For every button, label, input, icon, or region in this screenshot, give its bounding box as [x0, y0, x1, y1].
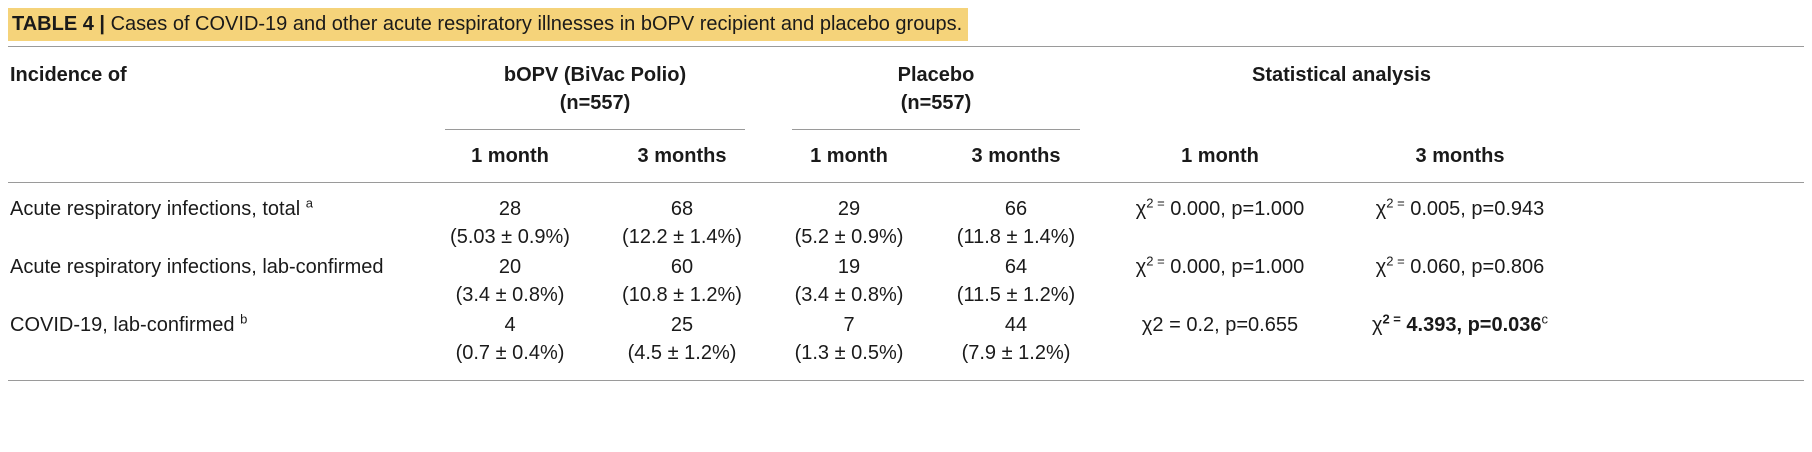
subheader-bopv-3months: 3 months [637, 145, 727, 167]
bottom-rule [8, 380, 1804, 381]
cell-ari-lab-bopv-1m-pct: (3.4 ± 0.8%) [455, 284, 565, 306]
stat-value-significant: 4.393, p=0.036 [1400, 314, 1542, 336]
subheader-bopv-1month: 1 month [471, 145, 549, 167]
table-label: TABLE 4 | [12, 13, 106, 35]
chi-symbol: χ [1135, 256, 1147, 278]
cell-ari-total-placebo-3m-count: 66 [1004, 198, 1028, 220]
top-rule [8, 46, 1804, 47]
cell-ari-total-stat-1m: χ2 = 0.000, p=1.000 [1120, 195, 1320, 223]
header-placebo-n: (n=557) [900, 92, 972, 114]
cell-ari-total-placebo-3m-pct: (11.8 ± 1.4%) [956, 226, 1076, 248]
stat-value: 0.000, p=1.000 [1164, 256, 1305, 278]
header-rule [8, 182, 1804, 183]
row-label-covid-lab-confirmed: COVID-19, lab-confirmed b [10, 311, 247, 339]
cell-ari-lab-placebo-1m-count: 19 [837, 256, 861, 278]
cell-covid-bopv-1m-count: 4 [504, 314, 516, 336]
caption-text: Cases of COVID-19 and other acute respir… [110, 13, 963, 35]
row-label-text: COVID-19, lab-confirmed [10, 314, 241, 336]
cell-covid-bopv-3m-pct: (4.5 ± 1.2%) [627, 342, 737, 364]
header-incidence: Incidence of [10, 64, 127, 86]
cell-covid-placebo-3m-pct: (7.9 ± 1.2%) [961, 342, 1071, 364]
chi-sup: 2 = [1382, 311, 1401, 327]
bopv-group-rule [445, 129, 745, 130]
cell-ari-total-bopv-3m-count: 68 [670, 198, 694, 220]
cell-ari-lab-placebo-1m-pct: (3.4 ± 0.8%) [794, 284, 904, 306]
cell-ari-lab-placebo-3m-count: 64 [1004, 256, 1028, 278]
subheader-placebo-1month: 1 month [810, 145, 888, 167]
cell-covid-stat-1m: χ2 = 0.2, p=0.655 [1141, 314, 1299, 336]
cell-covid-placebo-1m-pct: (1.3 ± 0.5%) [794, 342, 904, 364]
footnote-marker-c: c [1541, 311, 1549, 327]
chi-sup: 2 = [1146, 253, 1165, 269]
chi-sup: 2 = [1386, 253, 1405, 269]
cell-ari-total-bopv-1m-count: 28 [498, 198, 522, 220]
subheader-stats-1month: 1 month [1181, 145, 1259, 167]
footnote-marker-b: b [240, 311, 248, 327]
cell-ari-total-stat-3m: χ2 = 0.005, p=0.943 [1360, 195, 1560, 223]
header-bopv-n: (n=557) [559, 92, 631, 114]
cell-ari-lab-bopv-3m-pct: (10.8 ± 1.2%) [622, 284, 742, 306]
chi-symbol: χ [1135, 198, 1147, 220]
chi-sup: 2 = [1386, 195, 1405, 211]
subheader-placebo-3months: 3 months [971, 145, 1061, 167]
header-bopv-title: bOPV (BiVac Polio) [503, 64, 687, 86]
cell-covid-stat-3m: χ2 = 4.393, p=0.036c [1352, 311, 1568, 339]
row-label-ari-total: Acute respiratory infections, total a [10, 195, 313, 223]
cell-covid-placebo-3m-count: 44 [1004, 314, 1028, 336]
cell-ari-lab-stat-3m: χ2 = 0.060, p=0.806 [1360, 253, 1560, 281]
chi-symbol: χ [1375, 256, 1387, 278]
header-statistical-analysis: Statistical analysis [1252, 64, 1431, 86]
row-label-text: Acute respiratory infections, total [10, 198, 306, 220]
stat-value: 0.000, p=1.000 [1164, 198, 1305, 220]
cell-covid-bopv-3m-count: 25 [670, 314, 694, 336]
stat-value: 0.005, p=0.943 [1404, 198, 1545, 220]
cell-ari-lab-bopv-3m-count: 60 [670, 256, 694, 278]
row-label-ari-lab-confirmed: Acute respiratory infections, lab-confir… [10, 256, 384, 278]
table-caption: TABLE 4 | Cases of COVID-19 and other ac… [8, 8, 969, 41]
chi-symbol: χ [1371, 314, 1383, 336]
stat-value: 0.060, p=0.806 [1404, 256, 1545, 278]
cell-ari-lab-placebo-3m-pct: (11.5 ± 1.2%) [956, 284, 1076, 306]
cell-covid-placebo-1m-count: 7 [843, 314, 855, 336]
chi-symbol: χ [1375, 198, 1387, 220]
cell-covid-bopv-1m-pct: (0.7 ± 0.4%) [455, 342, 565, 364]
cell-ari-total-placebo-1m-pct: (5.2 ± 0.9%) [794, 226, 904, 248]
cell-ari-total-bopv-1m-pct: (5.03 ± 0.9%) [450, 226, 570, 248]
chi-sup: 2 = [1146, 195, 1165, 211]
cell-ari-total-bopv-3m-pct: (12.2 ± 1.4%) [622, 226, 742, 248]
placebo-group-rule [792, 129, 1080, 130]
cell-ari-lab-bopv-1m-count: 20 [498, 256, 522, 278]
cell-ari-lab-stat-1m: χ2 = 0.000, p=1.000 [1120, 253, 1320, 281]
cell-ari-total-placebo-1m-count: 29 [837, 198, 861, 220]
subheader-stats-3months: 3 months [1415, 145, 1505, 167]
footnote-marker-a: a [305, 195, 313, 211]
header-placebo-title: Placebo [897, 64, 975, 86]
